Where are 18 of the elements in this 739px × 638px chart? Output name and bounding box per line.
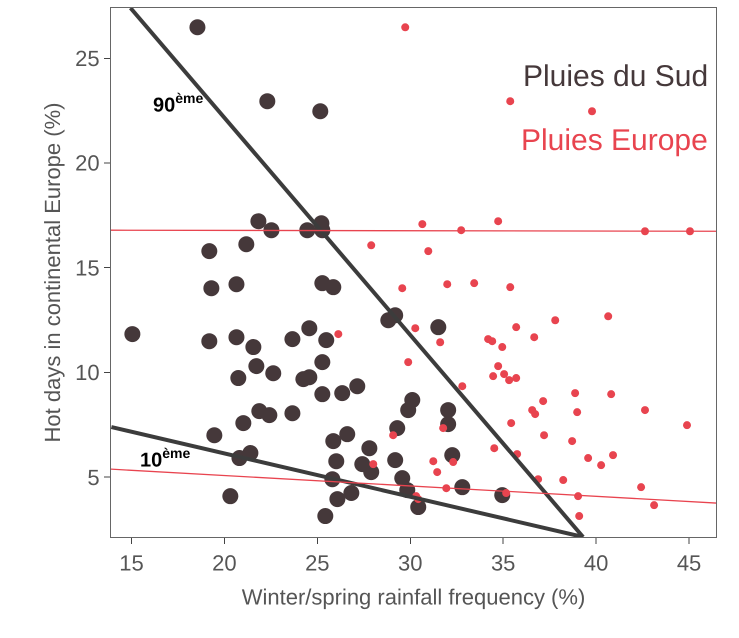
y-tick-label: 15 <box>75 255 100 280</box>
y-tick-label: 5 <box>87 464 100 490</box>
y-tick-label: 25 <box>75 46 100 71</box>
x-tick-label: 25 <box>305 550 330 576</box>
x-tick-label: 45 <box>676 550 702 576</box>
x-tick-label: 40 <box>584 550 608 576</box>
y-axis-title: Hot days in continental Europe (%) <box>40 102 65 442</box>
y-tick-label: 10 <box>75 360 100 386</box>
x-tick-label: 35 <box>490 550 516 576</box>
annotation: 10$^{ème}$ <box>140 445 190 472</box>
x-axis-title: Winter/spring rainfall frequency (%) <box>242 584 586 610</box>
annotation: 90$^{ème}$ <box>153 90 204 116</box>
y-tick-label: 20 <box>75 150 100 176</box>
x-tick-label: 15 <box>119 550 144 576</box>
x-tick-label: 30 <box>398 550 422 576</box>
series-label: Pluies Europe <box>521 124 708 157</box>
x-tick-label: 20 <box>212 550 237 576</box>
text: Pluies du Sud <box>523 60 708 93</box>
